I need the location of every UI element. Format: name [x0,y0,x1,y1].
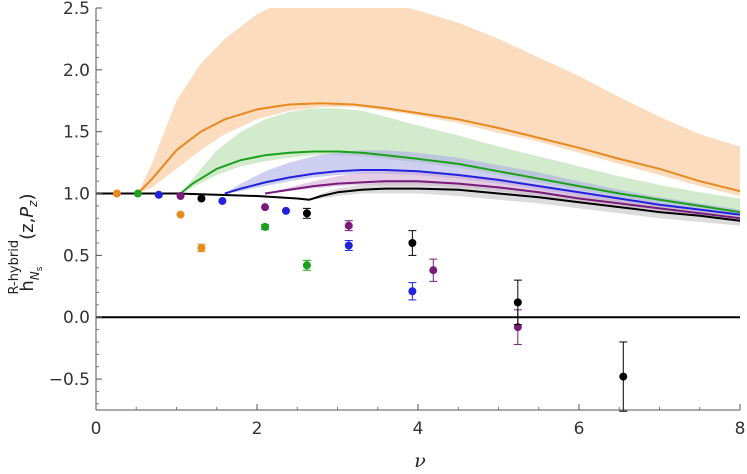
point-marker [513,298,522,307]
y-axis-label-main: h [17,280,38,291]
point-marker [408,239,417,248]
point-marker [176,210,185,219]
data-point-21 [619,341,628,412]
curve-4 [264,180,740,220]
data-points [112,189,628,412]
y-axis-label-sup: R-hybrid [7,240,22,295]
y-tick-label: −0.5 [49,370,90,390]
band-5 [96,181,740,226]
y-tick-label: 1.0 [63,185,90,205]
data-point-1 [112,189,121,198]
data-point-3 [197,243,206,253]
point-marker [112,189,121,198]
data-point-4 [133,189,142,198]
data-point-6 [302,259,311,271]
curve-3 [224,169,740,216]
point-marker [197,194,206,203]
y-tick-label: 1.5 [63,123,90,143]
data-point-14 [344,220,353,232]
data-point-20 [513,279,522,326]
point-marker [429,266,438,275]
point-marker [344,241,353,250]
data-point-7 [154,190,163,199]
point-marker [619,372,628,381]
y-axis-label-args-open: (z, [17,218,38,240]
curve-1 [137,102,740,195]
data-point-10 [344,240,353,251]
x-axis-label: ν [414,450,426,472]
point-marker [261,203,270,212]
point-marker [302,261,311,270]
data-point-11 [408,282,417,301]
x-tick-label: 4 [413,419,424,439]
band-3 [224,150,740,220]
x-tick-label: 0 [91,419,102,439]
curve-2 [179,150,740,214]
data-point-19 [408,230,417,256]
data-point-13 [261,203,270,212]
data-point-17 [197,194,206,203]
point-marker [302,209,311,218]
y-axis-title: hNs R-hybrid(z,Pz) [7,194,45,295]
band-1 [137,8,740,196]
y-axis-label-args-P: P [17,207,38,218]
data-point-2 [176,210,185,219]
point-marker [197,243,206,252]
curve-5 [96,187,740,222]
x-tick-label: 8 [735,419,746,439]
y-axis-label-args-close: ) [17,194,38,201]
y-axis-label-subsub: s [35,266,45,271]
y-tick-label: 0.5 [63,246,90,266]
point-marker [408,287,417,296]
data-point-5 [261,222,270,231]
data-point-9 [281,206,290,215]
y-axis-label-args-z: z [26,200,40,208]
curve-lines [96,102,740,222]
y-tick-label: 0.0 [63,308,90,328]
y-axis-label-sub: N [28,271,42,280]
uncertainty-bands [96,8,740,226]
data-point-18 [302,207,311,219]
x-tick-label: 6 [574,419,585,439]
data-point-8 [218,196,227,205]
point-marker [133,189,142,198]
y-tick-label: 2.0 [63,61,90,81]
point-marker [261,222,270,231]
x-axis-title: ν [414,450,426,472]
y-tick-label: 2.5 [63,0,90,19]
y-axis-label: hNs R-hybrid(z,Pz) [7,194,45,295]
x-tick-label: 2 [252,419,263,439]
point-marker [176,192,185,201]
point-marker [281,206,290,215]
axes: 0 2 4 6 8 −0.5 0.0 0.5 1.0 1.5 2.0 2.5 [49,0,746,439]
point-marker [218,196,227,205]
data-point-15 [429,258,438,282]
point-marker [154,190,163,199]
point-marker [344,221,353,230]
data-point-12 [176,192,185,201]
